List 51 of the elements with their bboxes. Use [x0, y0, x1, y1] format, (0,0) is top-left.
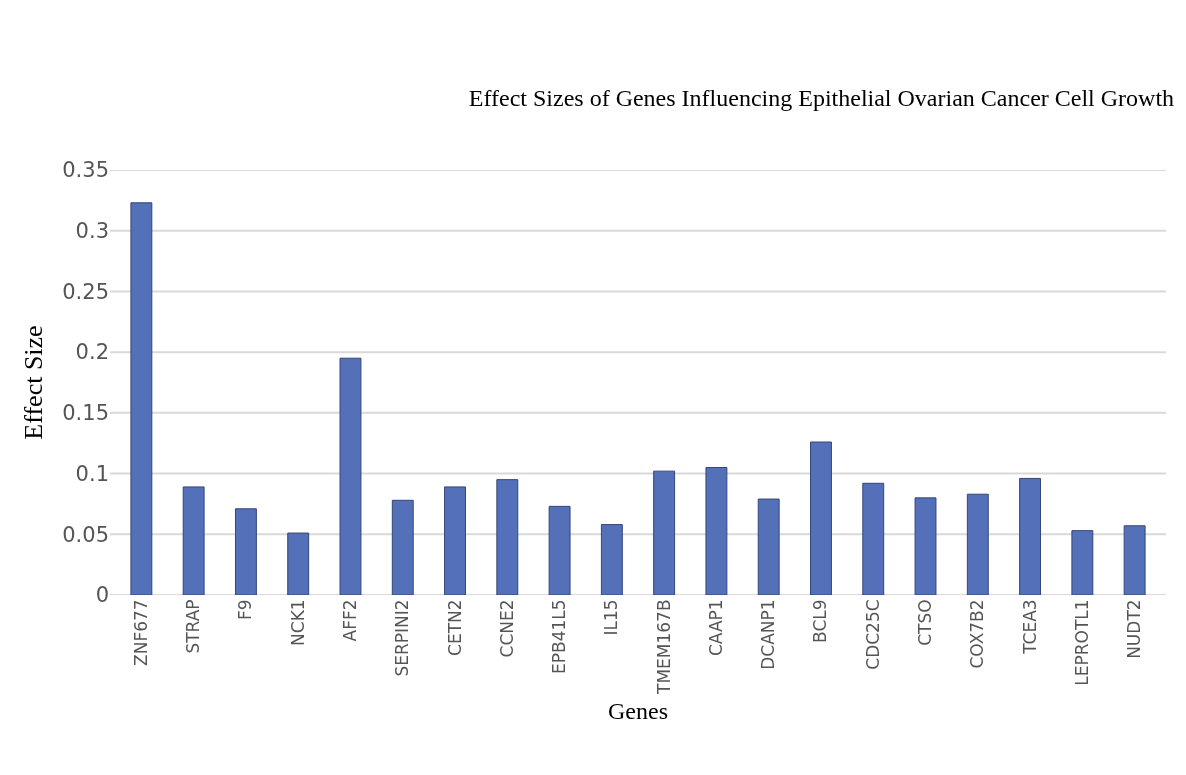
bar [757, 498, 780, 595]
bar [914, 497, 937, 595]
bar [287, 532, 310, 595]
bar [548, 505, 571, 595]
bar [444, 486, 466, 595]
x-tick-label: F9 [235, 599, 256, 621]
bar [705, 467, 728, 595]
x-tick-label: NCK1 [287, 599, 308, 646]
y-tick-label: 0.05 [62, 522, 109, 547]
x-tick-label: COX7B2 [967, 599, 988, 669]
x-tick-label: CAAP1 [705, 599, 726, 657]
x-tick-label: STRAP [183, 599, 204, 654]
bar [810, 441, 832, 595]
x-tick-label: BCL9 [810, 599, 831, 643]
bar [1123, 525, 1146, 595]
x-tick-label: TCEA3 [1019, 599, 1040, 655]
y-tick-label: 0.15 [62, 401, 109, 426]
x-tick-label: CCNE2 [496, 599, 517, 658]
y-axis-title: Effect Size [18, 325, 48, 440]
bar [391, 499, 414, 595]
bar [130, 202, 153, 595]
y-tick-label: 0 [95, 583, 109, 608]
bar [653, 470, 676, 595]
x-tick-label: LEPROTL1 [1071, 599, 1092, 686]
x-tick-label: CTSO [915, 599, 936, 646]
x-tick-label: CDC25C [862, 599, 883, 670]
bar [862, 482, 885, 595]
x-tick-label: TMEM167B [653, 599, 674, 695]
x-tick-label: EPB41L5 [549, 599, 570, 674]
y-tick-label: 0.25 [62, 279, 109, 304]
bar [234, 508, 257, 595]
x-tick-label: IL15 [601, 599, 622, 636]
x-tick-label: AFF2 [340, 599, 361, 642]
x-axis-title: Genes [608, 698, 668, 725]
bar [1071, 530, 1094, 595]
bar [339, 357, 362, 595]
bar [600, 524, 623, 595]
bar [1019, 477, 1042, 595]
chart-title: Effect Sizes of Genes Influencing Epithelial Ovarian Cancer Cell Growth [468, 84, 1175, 111]
x-tick-label: CETN2 [444, 599, 465, 656]
y-tick-label: 0.35 [62, 158, 109, 183]
x-tick-label: ZNF677 [130, 599, 151, 666]
bar [182, 486, 205, 595]
y-tick-label: 0.2 [75, 340, 109, 365]
x-tick-label: SERPINI2 [392, 599, 413, 677]
bar [496, 479, 519, 595]
bar [966, 493, 989, 595]
y-tick-label: 0.3 [75, 219, 109, 244]
y-tick-label: 0.1 [75, 461, 109, 486]
x-tick-label: NUDT2 [1124, 599, 1145, 659]
x-tick-label: DCANP1 [758, 599, 779, 670]
